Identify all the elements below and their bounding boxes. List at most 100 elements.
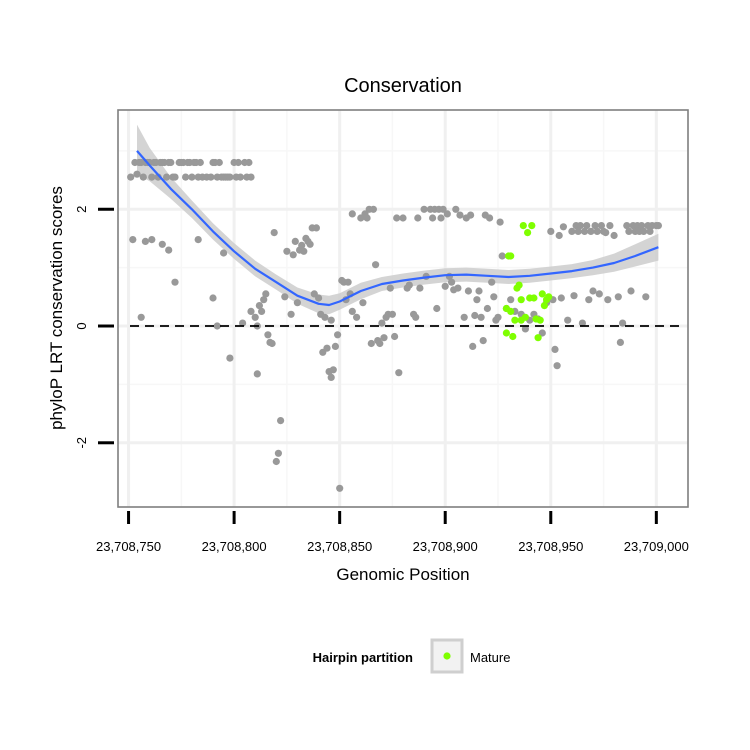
data-point xyxy=(507,296,515,304)
data-point xyxy=(289,251,297,259)
data-point xyxy=(416,284,424,292)
data-point xyxy=(475,287,483,295)
data-point xyxy=(245,158,253,167)
data-point xyxy=(344,278,352,286)
data-point xyxy=(148,236,156,244)
data-point xyxy=(646,227,654,235)
data-point xyxy=(274,449,282,457)
data-point xyxy=(268,339,276,348)
x-tick-label: 23,708,900 xyxy=(413,539,478,554)
data-point xyxy=(437,214,445,222)
data-point xyxy=(281,293,289,301)
data-point xyxy=(369,205,377,213)
data-point-mature xyxy=(515,281,523,289)
data-point xyxy=(386,284,394,292)
data-point xyxy=(215,158,223,167)
data-point-mature xyxy=(536,316,544,324)
legend-key xyxy=(430,638,464,674)
data-point xyxy=(220,249,228,257)
data-point xyxy=(595,290,603,298)
data-point xyxy=(127,173,135,181)
data-point-mature xyxy=(530,294,538,302)
data-point xyxy=(262,290,270,298)
data-point xyxy=(306,240,314,248)
legend-label-mature: Mature xyxy=(470,650,510,665)
data-point-mature xyxy=(545,293,553,301)
data-point xyxy=(312,224,320,232)
data-point xyxy=(331,342,339,350)
data-point xyxy=(619,319,627,327)
data-point xyxy=(623,222,631,230)
data-point xyxy=(376,339,384,348)
data-point xyxy=(182,173,190,181)
data-point xyxy=(587,227,595,235)
data-point-mature xyxy=(507,307,515,315)
confidence-band xyxy=(137,124,659,315)
data-point-mature xyxy=(507,252,515,260)
data-point xyxy=(353,313,361,321)
data-point-mature xyxy=(519,222,527,230)
data-point xyxy=(576,222,584,230)
data-point xyxy=(570,292,578,300)
data-point xyxy=(272,457,280,466)
data-point xyxy=(604,296,612,304)
data-point xyxy=(551,345,559,353)
data-point xyxy=(293,299,301,307)
smooth-line xyxy=(136,150,659,307)
data-point xyxy=(439,205,447,213)
data-point xyxy=(627,287,635,295)
data-point xyxy=(251,313,259,321)
data-point xyxy=(315,294,323,302)
data-point xyxy=(591,222,599,230)
data-point xyxy=(247,173,255,181)
data-point xyxy=(420,205,428,213)
data-point xyxy=(129,236,137,244)
data-point xyxy=(207,173,215,181)
data-point xyxy=(460,313,468,321)
data-point xyxy=(625,227,633,235)
data-point xyxy=(277,417,285,425)
data-point xyxy=(329,366,337,374)
data-point xyxy=(581,227,589,235)
data-point xyxy=(300,247,308,255)
data-point xyxy=(471,311,479,320)
grid-lines xyxy=(118,110,688,507)
data-point xyxy=(270,229,278,237)
data-point xyxy=(321,313,329,321)
y-tick-label: 0 xyxy=(74,322,89,329)
x-tick-label: 23,708,950 xyxy=(518,539,583,554)
data-point xyxy=(490,293,498,301)
data-point xyxy=(236,173,244,181)
data-point xyxy=(448,278,456,286)
data-point xyxy=(165,246,173,254)
data-point xyxy=(171,278,179,286)
data-point-mature xyxy=(509,332,517,341)
data-point xyxy=(494,313,502,321)
data-point-mature xyxy=(511,316,519,324)
x-tick-label: 23,708,850 xyxy=(307,539,372,554)
data-point-mature xyxy=(528,222,536,230)
data-point xyxy=(589,287,597,295)
data-point xyxy=(283,247,291,255)
y-axis: -2 0 2 xyxy=(74,206,114,449)
data-point xyxy=(163,173,171,181)
data-point xyxy=(606,222,614,230)
data-point xyxy=(640,227,648,235)
data-point xyxy=(602,229,610,237)
data-point xyxy=(378,319,386,327)
data-point xyxy=(133,170,141,178)
data-point xyxy=(327,373,335,381)
data-point xyxy=(323,344,331,352)
data-points xyxy=(127,158,663,492)
data-point xyxy=(363,214,371,222)
data-point xyxy=(443,210,451,218)
x-tick-label: 23,708,750 xyxy=(96,539,161,554)
data-point xyxy=(555,231,563,240)
data-point xyxy=(393,214,401,222)
plot-panel xyxy=(118,110,688,507)
data-point-mature xyxy=(524,229,532,237)
data-point xyxy=(498,252,506,260)
data-point xyxy=(226,354,234,362)
plot-border xyxy=(117,109,689,508)
